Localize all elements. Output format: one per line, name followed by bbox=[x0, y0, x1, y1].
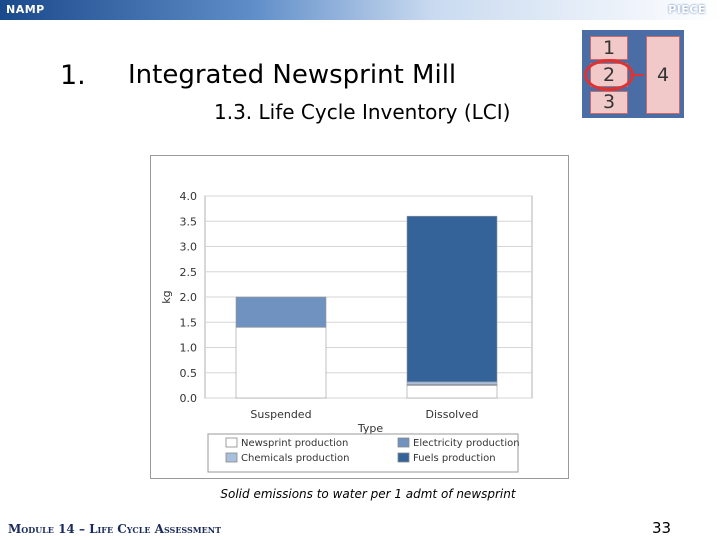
legend-label: Chemicals production bbox=[241, 453, 349, 464]
legend-label: Electricity production bbox=[413, 438, 520, 449]
header-bar: NAMP PIECE bbox=[0, 0, 720, 20]
legend-label: Fuels production bbox=[413, 453, 496, 464]
module-navigator: 1 2 3 4 bbox=[582, 30, 684, 118]
header-right-label: PIECE bbox=[668, 3, 706, 16]
y-tick-label: 2.5 bbox=[180, 266, 198, 279]
x-tick-label: Dissolved bbox=[425, 408, 478, 421]
y-tick-label: 1.5 bbox=[180, 316, 198, 329]
y-tick-label: 0.5 bbox=[180, 367, 198, 380]
bar-segment bbox=[406, 381, 498, 385]
legend-swatch bbox=[225, 437, 238, 448]
bar-segment bbox=[235, 296, 327, 328]
nav-cell-1[interactable]: 1 bbox=[590, 36, 628, 60]
chart-caption: Solid emissions to water per 1 admt of n… bbox=[220, 487, 516, 501]
bar-segment bbox=[235, 326, 327, 399]
legend-swatch bbox=[225, 452, 238, 463]
nav-connector bbox=[630, 74, 644, 76]
y-tick-label: 1.0 bbox=[180, 342, 198, 355]
y-tick-label: 4.0 bbox=[180, 190, 198, 203]
bar-segment bbox=[406, 385, 498, 399]
slide-title: Integrated Newsprint Mill bbox=[128, 60, 457, 90]
legend-box bbox=[207, 433, 519, 473]
bar-segment bbox=[406, 215, 498, 383]
y-tick-label: 2.0 bbox=[180, 291, 198, 304]
footer-module-label: Module 14 – Life Cycle Assessment bbox=[8, 522, 222, 536]
x-tick-label: Suspended bbox=[250, 408, 311, 421]
y-tick-label: 0.0 bbox=[180, 392, 198, 405]
nav-cell-4[interactable]: 4 bbox=[646, 36, 680, 114]
y-tick-label: 3.0 bbox=[180, 241, 198, 254]
header-left-label: NAMP bbox=[6, 3, 45, 16]
legend-swatch bbox=[397, 452, 410, 463]
x-axis-label: Type bbox=[357, 422, 383, 435]
legend-label: Newsprint production bbox=[241, 438, 348, 449]
legend-swatch bbox=[397, 437, 410, 448]
page-number: 33 bbox=[652, 519, 672, 537]
nav-cell-3[interactable]: 3 bbox=[590, 91, 628, 114]
y-tick-label: 3.5 bbox=[180, 215, 198, 228]
slide-subtitle: 1.3. Life Cycle Inventory (LCI) bbox=[214, 100, 511, 124]
y-axis-label: kg bbox=[160, 290, 173, 303]
section-number: 1. bbox=[60, 60, 86, 91]
